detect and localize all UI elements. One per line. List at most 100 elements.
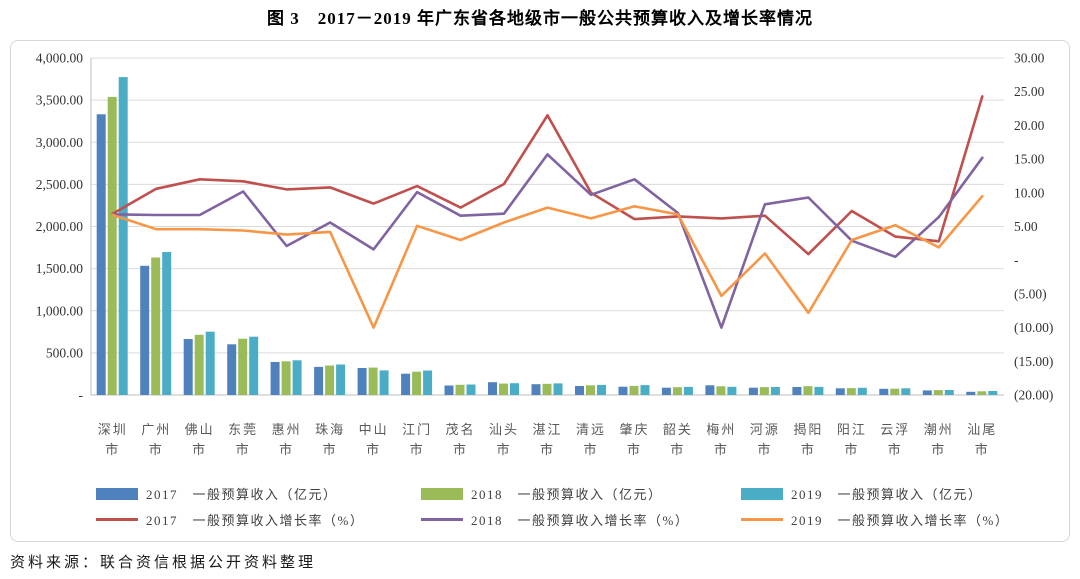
category-label: 江门市 bbox=[402, 422, 432, 457]
bar-2018 bbox=[542, 383, 552, 395]
bar-2018 bbox=[107, 96, 117, 396]
bar-2019 bbox=[597, 384, 606, 395]
legend-item-revenue-2018: 2018 一般预算收入（亿元） bbox=[421, 484, 663, 503]
right-axis-tick: (15.00) bbox=[1014, 354, 1053, 369]
bar-2018 bbox=[412, 371, 422, 395]
bar-2017 bbox=[183, 339, 193, 395]
legend-label: 2018 一般预算收入增长率（%） bbox=[471, 513, 690, 528]
bar-2019 bbox=[466, 384, 476, 395]
right-axis-tick: 15.00 bbox=[1014, 152, 1045, 167]
category-label: 河源市 bbox=[750, 422, 780, 457]
bar-2017 bbox=[922, 390, 932, 395]
bar-2018 bbox=[281, 361, 291, 395]
bar-2017 bbox=[531, 384, 541, 395]
line-2018 bbox=[111, 153, 984, 329]
legend-line-swatch bbox=[741, 518, 783, 521]
legend-bar-swatch bbox=[421, 487, 463, 500]
bar-2018 bbox=[716, 386, 726, 395]
legend-label: 2018 一般预算收入（亿元） bbox=[471, 487, 663, 502]
left-axis-tick: - bbox=[79, 388, 84, 403]
bar-2018 bbox=[672, 387, 682, 395]
left-axis-tick: 2,000.00 bbox=[36, 219, 84, 234]
left-axis-tick: 4,000.00 bbox=[36, 51, 84, 66]
bar-2017 bbox=[96, 114, 106, 396]
bar-2017 bbox=[879, 388, 889, 395]
bar-2019 bbox=[162, 252, 172, 395]
bar-2018 bbox=[151, 257, 161, 395]
bar-2017 bbox=[140, 265, 150, 395]
category-label: 深圳市 bbox=[98, 422, 128, 457]
bar-2018 bbox=[325, 365, 335, 395]
bar-2018 bbox=[846, 388, 856, 395]
category-label: 云浮市 bbox=[880, 422, 910, 457]
bar-2019 bbox=[988, 391, 998, 395]
right-axis-tick: 25.00 bbox=[1014, 84, 1045, 99]
category-label: 汕头市 bbox=[489, 422, 519, 457]
chart-canvas: 4,000.00 3,500.00 3,000.00 2,500.00 2,000.00… bbox=[36, 51, 1054, 458]
bar-2019 bbox=[510, 383, 519, 395]
bar-2018 bbox=[803, 386, 813, 395]
right-axis-tick: 30.00 bbox=[1014, 51, 1045, 66]
right-axis-tick: (5.00) bbox=[1014, 286, 1047, 301]
bar-2019 bbox=[379, 370, 389, 395]
category-label: 梅州市 bbox=[706, 422, 736, 457]
bar-2017 bbox=[357, 368, 367, 395]
bar-2017 bbox=[488, 382, 497, 395]
line-2019 bbox=[111, 194, 984, 329]
figure-title: 图 3 2017－2019 年广东省各地级市一般公共预算收入及增长率情况 bbox=[267, 9, 813, 28]
legend-item-growth-2017: 2017 一般预算收入增长率（%） bbox=[96, 510, 364, 529]
bar-2017 bbox=[401, 373, 411, 395]
legend-label: 2019 一般预算收入（亿元） bbox=[791, 487, 983, 502]
right-axis-tick: - bbox=[1014, 253, 1019, 268]
left-axis-tick: 1,000.00 bbox=[36, 303, 84, 318]
bar-2018 bbox=[629, 385, 639, 395]
category-label: 广州市 bbox=[141, 422, 171, 457]
category-label: 珠海市 bbox=[315, 422, 345, 457]
category-label: 佛山市 bbox=[185, 422, 215, 457]
bar-2019 bbox=[336, 364, 346, 395]
bar-2019 bbox=[770, 387, 780, 395]
right-axis-tick: 10.00 bbox=[1014, 185, 1045, 200]
bar-2018 bbox=[194, 334, 204, 395]
category-label: 汕尾市 bbox=[967, 422, 997, 457]
bar-2018 bbox=[499, 383, 508, 395]
bar-2019 bbox=[423, 370, 433, 395]
category-label: 东莞市 bbox=[228, 422, 258, 457]
category-label: 揭阳市 bbox=[793, 422, 823, 457]
category-label: 惠州市 bbox=[272, 422, 302, 457]
right-axis-tick: 20.00 bbox=[1014, 118, 1045, 133]
bar-2017 bbox=[792, 387, 802, 395]
legend-item-revenue-2017: 2017 一般预算收入（亿元） bbox=[96, 484, 338, 503]
legend-label: 2017 一般预算收入增长率（%） bbox=[146, 513, 365, 528]
bar-2017 bbox=[270, 362, 280, 395]
category-label: 茂名市 bbox=[446, 422, 476, 457]
bar-2019 bbox=[727, 386, 737, 395]
legend-item-growth-2018: 2018 一般预算收入增长率（%） bbox=[421, 510, 689, 529]
bar-2019 bbox=[683, 386, 693, 395]
bar-2017 bbox=[705, 385, 715, 395]
bar-2019 bbox=[292, 360, 302, 395]
bar-2018 bbox=[586, 385, 595, 395]
bar-2018 bbox=[759, 387, 769, 395]
bar-2019 bbox=[249, 336, 259, 395]
legend-line-swatch bbox=[421, 518, 463, 521]
category-label: 湛江市 bbox=[532, 422, 562, 457]
bar-2017 bbox=[835, 388, 845, 395]
bar-2018 bbox=[933, 390, 943, 395]
bar-2017 bbox=[661, 387, 671, 395]
bar-2018 bbox=[368, 367, 378, 395]
left-axis-tick: 3,000.00 bbox=[36, 135, 84, 150]
right-axis-tick: (10.00) bbox=[1014, 320, 1053, 335]
legend-label: 2017 一般预算收入（亿元） bbox=[146, 487, 338, 502]
legend-bar-swatch bbox=[96, 487, 138, 500]
bar-2019 bbox=[901, 388, 911, 395]
bar-2019 bbox=[944, 390, 954, 395]
left-axis-tick: 2,500.00 bbox=[36, 177, 84, 192]
bar-2019 bbox=[857, 387, 867, 395]
category-label: 阳江市 bbox=[837, 422, 867, 457]
bar-2017 bbox=[966, 391, 976, 395]
bar-2019 bbox=[553, 383, 563, 395]
bar-2018 bbox=[890, 388, 900, 395]
legend-item-revenue-2019: 2019 一般预算收入（亿元） bbox=[741, 484, 983, 503]
bar-2019 bbox=[814, 386, 824, 395]
